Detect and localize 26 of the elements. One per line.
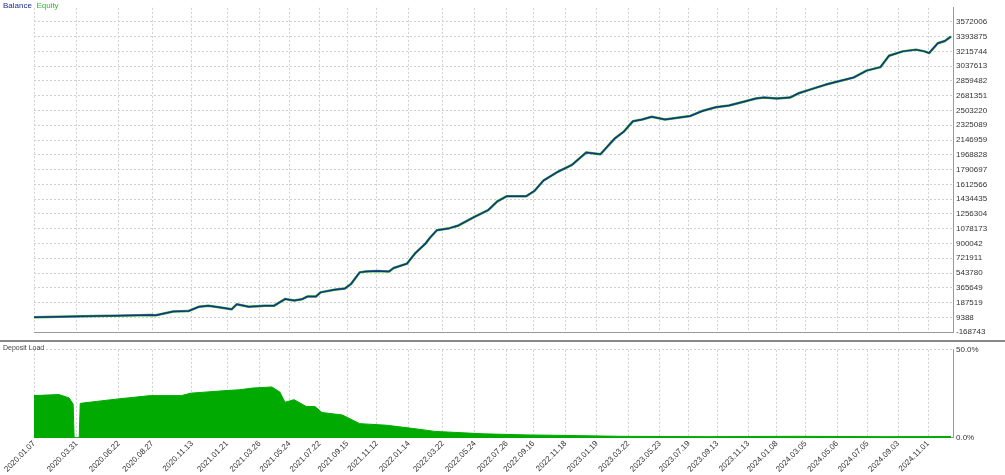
y-tick-label: 9388 bbox=[956, 312, 975, 322]
y-tick-label: 1612566 bbox=[956, 179, 988, 189]
y-tick-label: -168743 bbox=[956, 327, 986, 337]
y-tick-label: 2859482 bbox=[956, 76, 988, 86]
y-tick-label: 2146959 bbox=[956, 135, 988, 145]
y-tick-label: 1078173 bbox=[956, 223, 988, 233]
y-tick-label: 50.0% bbox=[956, 345, 979, 354]
y-tick-label: 187519 bbox=[956, 297, 984, 307]
y-tick-label: 900042 bbox=[956, 238, 984, 248]
y-tick-label: 3572006 bbox=[956, 16, 988, 26]
y-tick-label: 3037613 bbox=[956, 61, 988, 71]
y-tick-label: 1968828 bbox=[956, 150, 988, 159]
y-tick-label: 1256304 bbox=[956, 209, 988, 219]
y-tick-label: 721911 bbox=[956, 253, 983, 263]
y-tick-label: 3215744 bbox=[956, 46, 988, 56]
text: Equity bbox=[36, 1, 59, 10]
y-tick-label: 0.0% bbox=[956, 433, 975, 443]
y-tick-label: 2325089 bbox=[956, 120, 988, 130]
y-tick-label: 1790697 bbox=[956, 164, 988, 174]
text: Balance bbox=[3, 1, 32, 10]
y-tick-label: 2681351 bbox=[956, 90, 988, 100]
y-tick-label: 3393875 bbox=[956, 31, 988, 41]
y-tick-label: 365649 bbox=[956, 283, 984, 293]
y-tick-label: 1434435 bbox=[956, 194, 988, 204]
y-tick-label: 543780 bbox=[956, 268, 984, 278]
y-tick-label: 2503220 bbox=[956, 105, 988, 115]
